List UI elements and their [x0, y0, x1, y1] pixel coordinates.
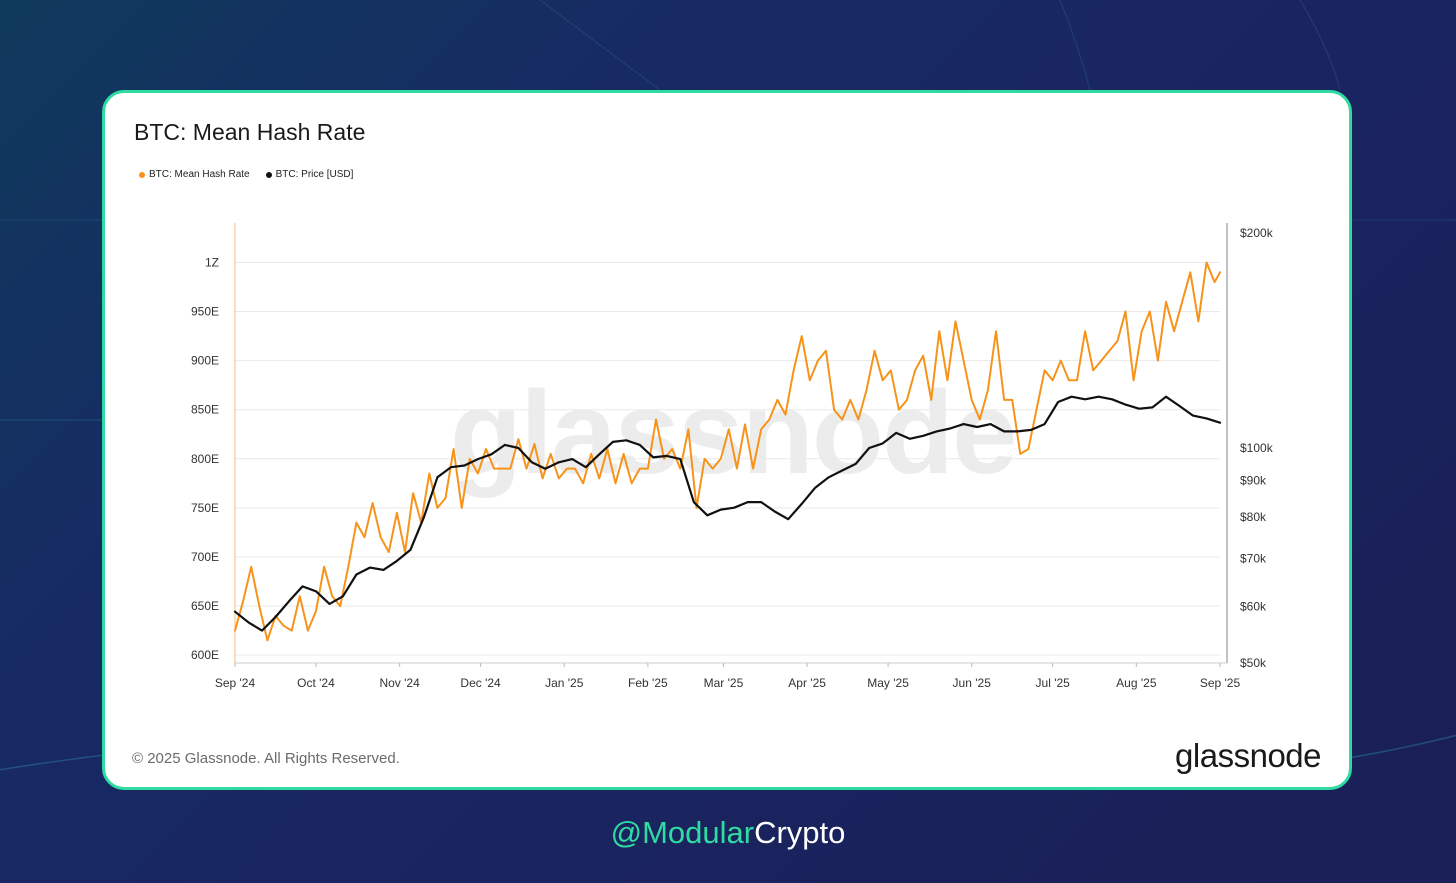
- legend-label-hash-rate: BTC: Mean Hash Rate: [149, 169, 250, 180]
- grid-lines: [235, 261, 1220, 656]
- chart-card: BTC: Mean Hash Rate BTC: Mean Hash Rate …: [102, 90, 1352, 790]
- left-tick-label: 1Z: [205, 255, 219, 269]
- right-tick-label: $60k: [1240, 599, 1267, 613]
- handle-rest: Crypto: [754, 815, 846, 850]
- chart-legend: BTC: Mean Hash Rate BTC: Price [USD]: [139, 169, 353, 180]
- x-tick-label: Mar '25: [704, 676, 744, 690]
- legend-item-price[interactable]: BTC: Price [USD]: [265, 169, 354, 180]
- right-tick-label: $100k: [1240, 441, 1274, 455]
- watermark-logo: glassnode: [450, 367, 1018, 499]
- right-tick-label: $70k: [1240, 552, 1267, 566]
- chart-title: BTC: Mean Hash Rate: [134, 119, 366, 145]
- x-tick-label: Jan '25: [545, 676, 584, 690]
- left-tick-label: 950E: [191, 305, 219, 319]
- series-line-price[interactable]: [233, 395, 1222, 632]
- right-tick-label: $80k: [1240, 510, 1267, 524]
- right-tick-label: $200k: [1240, 226, 1274, 240]
- x-tick-label: Feb '25: [628, 676, 668, 690]
- left-tick-label: 900E: [191, 354, 219, 368]
- copyright-text: © 2025 Glassnode. All Rights Reserved.: [132, 750, 400, 767]
- left-axis: 600E 650E 700E 750E 800E 850E 900E 950E 1Z: [191, 223, 236, 665]
- legend-label-price: BTC: Price [USD]: [275, 169, 354, 180]
- author-handle: @ModularCrypto: [0, 815, 1456, 851]
- legend-dot-price: [265, 171, 272, 178]
- x-tick-label: Sep '24: [215, 676, 256, 690]
- right-tick-label: $50k: [1240, 656, 1267, 670]
- series-line-hash-rate[interactable]: [234, 261, 1221, 642]
- left-tick-label: 750E: [191, 501, 219, 515]
- glassnode-logo: glassnode: [1175, 737, 1321, 774]
- x-tick-label: Oct '24: [297, 676, 335, 690]
- x-tick-label: Jun '25: [953, 676, 992, 690]
- x-tick-label: Sep '25: [1200, 676, 1241, 690]
- left-tick-label: 600E: [191, 648, 219, 662]
- legend-dot-hash-rate: [139, 171, 145, 178]
- x-tick-label: May '25: [867, 676, 909, 690]
- series-layer: [233, 261, 1222, 642]
- legend-item-hash-rate[interactable]: BTC: Mean Hash Rate: [139, 169, 250, 180]
- x-tick-label: Apr '25: [788, 676, 826, 690]
- left-tick-label: 650E: [191, 599, 219, 613]
- x-axis: Sep '24 Oct '24 Nov '24 Dec '24 Jan '25 Feb '…: [215, 662, 1241, 690]
- handle-accent: @Modular: [610, 815, 755, 850]
- left-tick-label: 700E: [191, 550, 219, 564]
- right-tick-label: $90k: [1240, 474, 1267, 488]
- x-tick-label: Dec '24: [460, 676, 501, 690]
- right-axis: $50k $60k $70k $80k $90k $100k $200k: [1226, 223, 1274, 670]
- x-tick-label: Aug '25: [1116, 676, 1157, 690]
- x-tick-label: Nov '24: [379, 676, 420, 690]
- left-tick-label: 850E: [191, 403, 219, 417]
- left-tick-label: 800E: [191, 452, 219, 466]
- x-tick-label: Jul '25: [1036, 676, 1071, 690]
